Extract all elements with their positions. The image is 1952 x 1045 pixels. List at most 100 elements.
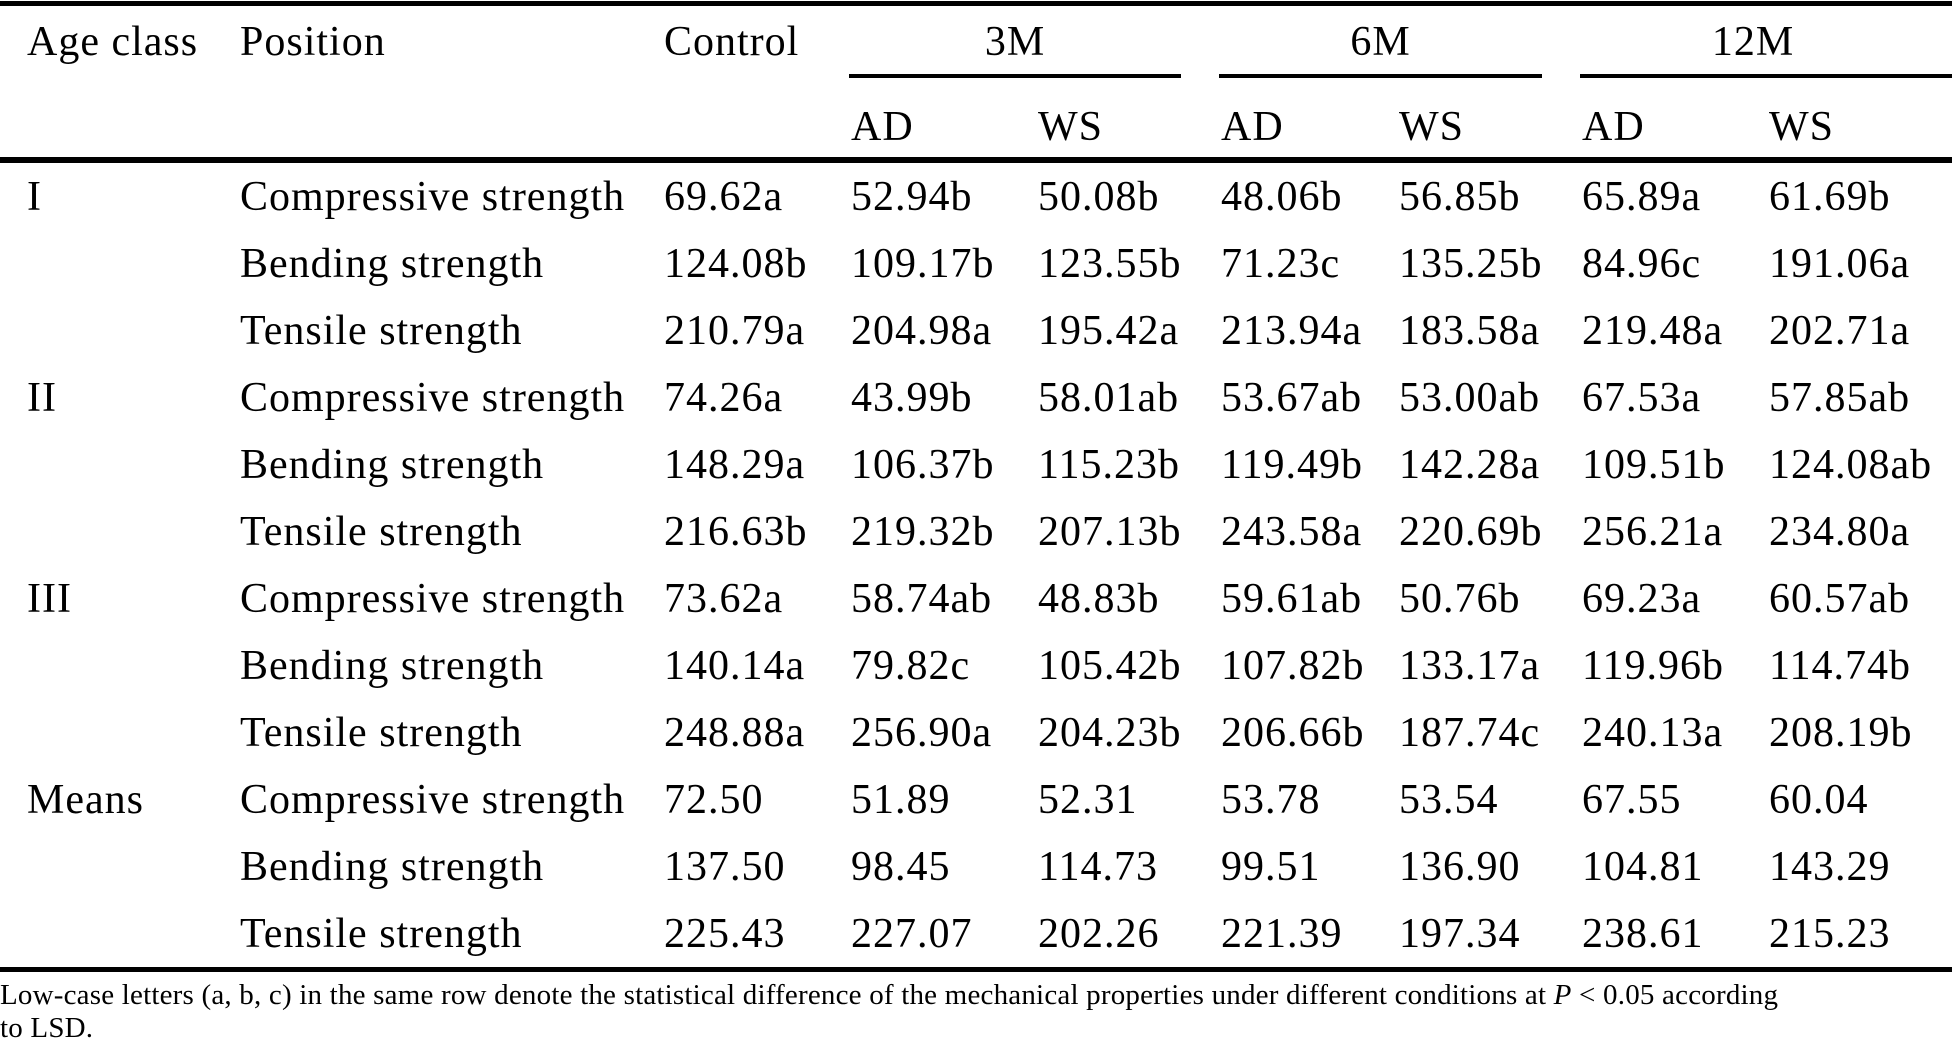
value-cell: 72.50: [664, 776, 764, 823]
col-group-3m: 3M: [849, 4, 1219, 79]
value-cell: 187.74c: [1399, 709, 1541, 756]
age-class-cell: [0, 632, 237, 699]
footnote-line-1: Low-case letters (a, b, c) in the same r…: [0, 979, 1778, 1011]
col-header-3m-ws: WS: [1036, 78, 1220, 163]
value-cell: 53.67ab: [1221, 374, 1363, 421]
value-cell: 204.23b: [1038, 709, 1182, 756]
value-cell: 50.76b: [1399, 575, 1521, 622]
value-cell: 124.08b: [664, 240, 808, 287]
value-cell: 202.26: [1036, 900, 1220, 972]
col-group-6m: 6M: [1219, 4, 1580, 79]
value-cell: 53.00ab: [1399, 374, 1541, 421]
position-cell: Compressive strength: [240, 173, 626, 220]
col-group-12m: 12M: [1580, 4, 1952, 79]
value-cell: 57.85ab: [1769, 374, 1911, 421]
value-cell: 59.61ab: [1221, 575, 1363, 622]
table-row: Bending strength 137.50 98.45 114.73 99.51 13…: [0, 833, 1952, 900]
value-cell: 50.08b: [1038, 173, 1160, 220]
age-class-cell: I: [27, 173, 42, 220]
table-row: II Compressive strength 74.26a 43.99b 58.01a…: [0, 364, 1952, 431]
header-row-subcolumns: AD WS AD WS AD WS: [0, 78, 1952, 163]
value-cell: 221.39: [1219, 900, 1398, 972]
table-footnote: Low-case letters (a, b, c) in the same r…: [0, 979, 1952, 1045]
value-cell: 114.74b: [1769, 642, 1911, 689]
value-cell: 53.54: [1399, 776, 1499, 823]
position-cell: Tensile strength: [240, 709, 523, 756]
value-cell: 206.66b: [1221, 709, 1365, 756]
value-cell: 61.69b: [1769, 173, 1891, 220]
age-class-cell: [0, 431, 237, 498]
value-cell: 69.23a: [1582, 575, 1702, 622]
position-cell: Bending strength: [240, 240, 545, 287]
header-row-groups: Age class Position Control 3M 6M 12M: [0, 4, 1952, 79]
value-cell: 67.53a: [1582, 374, 1702, 421]
position-cell: Compressive strength: [240, 575, 626, 622]
table-body: I Compressive strength 69.62a 52.94b 50.08b 4…: [0, 160, 1952, 972]
value-cell: 227.07: [849, 900, 1036, 972]
value-cell: 71.23c: [1221, 240, 1341, 287]
table-row: Tensile strength 216.63b 219.32b 207.13b 243…: [0, 498, 1952, 565]
value-cell: 104.81: [1582, 843, 1704, 890]
value-cell: 106.37b: [851, 441, 995, 488]
value-cell: 65.89a: [1582, 173, 1702, 220]
header-spacer: [662, 78, 849, 163]
value-cell: 74.26a: [664, 374, 784, 421]
table-row: I Compressive strength 69.62a 52.94b 50.08b 4…: [0, 160, 1952, 230]
value-cell: 204.98a: [851, 307, 993, 354]
value-cell: 148.29a: [664, 441, 806, 488]
col-header-12m-ws: WS: [1767, 78, 1952, 163]
value-cell: 99.51: [1221, 843, 1321, 890]
value-cell: 52.31: [1038, 776, 1138, 823]
header-spacer: [237, 78, 662, 163]
value-cell: 56.85b: [1399, 173, 1521, 220]
value-cell: 109.51b: [1582, 441, 1726, 488]
table-row: Means Compressive strength 72.50 51.89 52.31…: [0, 766, 1952, 833]
value-cell: 135.25b: [1399, 240, 1543, 287]
position-cell: Tensile strength: [240, 307, 523, 354]
value-cell: 142.28a: [1399, 441, 1541, 488]
value-cell: 248.88a: [664, 709, 806, 756]
value-cell: 202.71a: [1769, 307, 1911, 354]
col-header-control: Control: [664, 19, 800, 65]
col-header-12m-ad: AD: [1580, 78, 1768, 163]
value-cell: 58.74ab: [851, 575, 993, 622]
value-cell: 60.57ab: [1769, 575, 1911, 622]
value-cell: 115.23b: [1038, 441, 1180, 488]
value-cell: 219.48a: [1582, 307, 1724, 354]
table-row: III Compressive strength 73.62a 58.74ab 48.8…: [0, 565, 1952, 632]
value-cell: 256.21a: [1582, 508, 1724, 555]
position-cell: Tensile strength: [237, 900, 662, 972]
value-cell: 114.73: [1038, 843, 1158, 890]
value-cell: 197.34: [1397, 900, 1581, 972]
value-cell: 213.94a: [1221, 307, 1363, 354]
value-cell: 51.89: [851, 776, 951, 823]
value-cell: 109.17b: [851, 240, 995, 287]
value-cell: 73.62a: [664, 575, 784, 622]
value-cell: 79.82c: [851, 642, 971, 689]
value-cell: 207.13b: [1038, 508, 1182, 555]
value-cell: 48.06b: [1221, 173, 1343, 220]
age-class-cell: [0, 230, 237, 297]
value-cell: 107.82b: [1221, 642, 1365, 689]
age-class-cell: [0, 900, 237, 972]
value-cell: 220.69b: [1399, 508, 1543, 555]
value-cell: 216.63b: [664, 508, 808, 555]
footnote-line-2: to LSD.: [0, 1012, 94, 1044]
table-row: Tensile strength 248.88a 256.90a 204.23b 206…: [0, 699, 1952, 766]
value-cell: 105.42b: [1038, 642, 1182, 689]
value-cell: 219.32b: [851, 508, 995, 555]
table-row: Bending strength 124.08b 109.17b 123.55b 71.…: [0, 230, 1952, 297]
value-cell: 48.83b: [1038, 575, 1160, 622]
value-cell: 140.14a: [664, 642, 806, 689]
p-value-symbol: P: [1553, 979, 1572, 1011]
age-class-cell: [0, 699, 237, 766]
value-cell: 195.42a: [1038, 307, 1180, 354]
header-spacer: [0, 78, 237, 163]
position-cell: Bending strength: [240, 843, 545, 890]
footnote-text-after-p: < 0.05 according: [1571, 979, 1779, 1011]
value-cell: 143.29: [1769, 843, 1891, 890]
value-cell: 69.62a: [664, 173, 784, 220]
value-cell: 98.45: [851, 843, 951, 890]
value-cell: 234.80a: [1769, 508, 1911, 555]
value-cell: 243.58a: [1221, 508, 1363, 555]
